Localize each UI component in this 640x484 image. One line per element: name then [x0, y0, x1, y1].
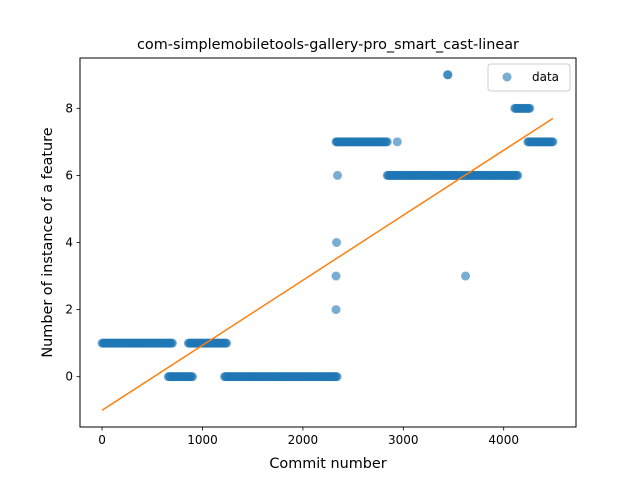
x-tick-label: 3000	[388, 433, 419, 447]
data-point	[382, 137, 392, 147]
y-tick-label: 2	[65, 303, 73, 317]
data-point	[222, 338, 232, 348]
x-axis-label: Commit number	[269, 456, 386, 472]
legend-label-data: data	[532, 70, 559, 84]
chart-title: com-simplemobiletools-gallery-pro_smart_…	[137, 37, 519, 53]
x-tick-label: 4000	[488, 433, 519, 447]
x-tick-label: 1000	[187, 433, 218, 447]
y-tick-label: 8	[65, 101, 73, 115]
data-point	[548, 137, 558, 147]
data-point	[167, 338, 177, 348]
data-point	[332, 238, 342, 247]
fit-line	[101, 117, 554, 411]
y-tick-label: 6	[65, 168, 73, 182]
data-point	[461, 271, 471, 281]
data-point	[333, 170, 343, 180]
fit-layer	[101, 117, 554, 411]
y-axis-label: Number of instance of a feature	[40, 127, 56, 357]
y-tick-label: 4	[65, 236, 73, 250]
data-point	[331, 305, 341, 315]
data-point	[443, 70, 453, 80]
data-point	[187, 372, 197, 382]
data-layer	[97, 70, 558, 382]
data-point	[332, 137, 342, 147]
legend-marker-data	[502, 72, 512, 82]
data-point	[392, 137, 402, 147]
data-point	[332, 372, 342, 382]
legend-box	[487, 63, 571, 92]
data-point	[513, 170, 523, 180]
ticks-layer: 0 1000 2000 3000 4000 0 2 4 6 8	[65, 101, 519, 447]
x-tick-label: 2000	[288, 433, 319, 447]
data-point	[331, 271, 341, 281]
x-tick-label: 0	[98, 433, 106, 447]
legend: data	[487, 63, 571, 92]
data-point	[525, 103, 535, 113]
y-tick-label: 0	[65, 370, 73, 384]
